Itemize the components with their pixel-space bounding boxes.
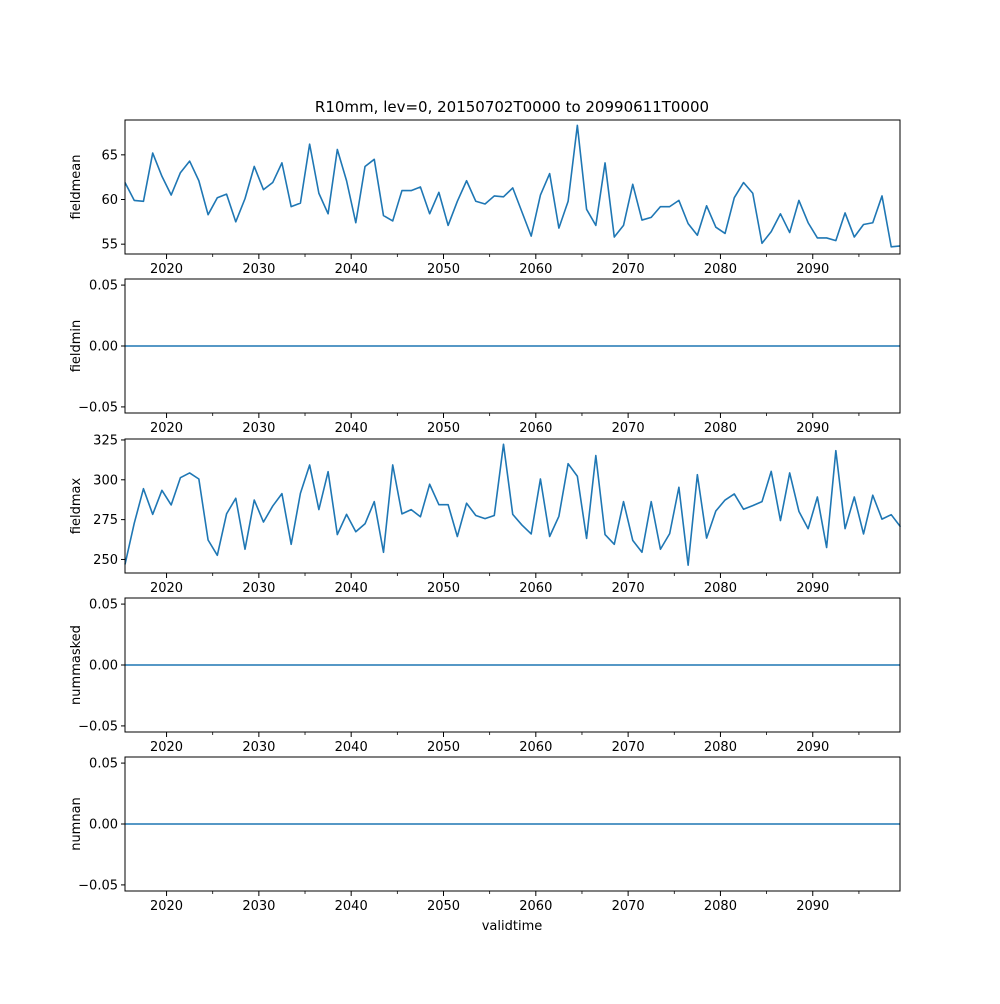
fieldmean-series-line bbox=[124, 124, 901, 248]
chart-title: R10mm, lev=0, 20150702T0000 to 20990611T… bbox=[315, 98, 709, 116]
x-tick-label: 2040 bbox=[335, 421, 368, 436]
x-tick-label: 2050 bbox=[427, 262, 460, 277]
x-tick-label: 2030 bbox=[242, 421, 275, 436]
x-tick-label: 2050 bbox=[427, 899, 460, 914]
x-tick-label: 2090 bbox=[796, 262, 829, 277]
x-tick-label: 2050 bbox=[427, 581, 460, 596]
x-tick-label: 2080 bbox=[704, 262, 737, 277]
x-tick-label: 2060 bbox=[519, 421, 552, 436]
numnan-y-tick-label: 0.05 bbox=[89, 757, 118, 772]
fieldmean-y-tick-label: 60 bbox=[101, 193, 118, 208]
fieldmax-y-tick-label: 300 bbox=[93, 473, 118, 488]
x-tick-label: 2020 bbox=[150, 581, 183, 596]
x-tick-label: 2040 bbox=[335, 581, 368, 596]
x-tick-label: 2070 bbox=[612, 262, 645, 277]
fieldmax-y-tick-label: 325 bbox=[93, 433, 118, 448]
x-tick-label: 2020 bbox=[150, 262, 183, 277]
x-tick-label: 2070 bbox=[612, 581, 645, 596]
x-tick-label: 2080 bbox=[704, 581, 737, 596]
fieldmean-y-tick-label: 65 bbox=[101, 148, 118, 163]
x-axis-label: validtime bbox=[482, 919, 543, 934]
x-tick-label: 2070 bbox=[612, 740, 645, 755]
fieldmax-y-axis-label: fieldmax bbox=[69, 478, 84, 535]
x-tick-label: 2050 bbox=[427, 421, 460, 436]
x-tick-label: 2070 bbox=[612, 421, 645, 436]
x-tick-label: 2040 bbox=[335, 899, 368, 914]
x-tick-label: 2040 bbox=[335, 740, 368, 755]
x-tick-label: 2080 bbox=[704, 421, 737, 436]
fieldmax-y-tick-label: 250 bbox=[93, 553, 118, 568]
x-tick-label: 2040 bbox=[335, 262, 368, 277]
x-tick-label: 2080 bbox=[704, 740, 737, 755]
nummasked-y-tick-label: 0.00 bbox=[89, 659, 118, 674]
x-tick-label: 2030 bbox=[242, 740, 275, 755]
fieldmean-y-axis-label: fieldmean bbox=[69, 155, 84, 220]
nummasked-y-tick-label: 0.05 bbox=[89, 598, 118, 613]
x-tick-label: 2090 bbox=[796, 581, 829, 596]
fieldmin-y-tick-label: 0.00 bbox=[89, 340, 118, 355]
x-tick-label: 2030 bbox=[242, 581, 275, 596]
x-tick-label: 2030 bbox=[242, 262, 275, 277]
x-tick-label: 2020 bbox=[150, 899, 183, 914]
fieldmin-y-tick-label: 0.05 bbox=[89, 279, 118, 294]
x-tick-label: 2060 bbox=[519, 899, 552, 914]
fieldmax-series-line bbox=[124, 443, 902, 566]
x-tick-label: 2060 bbox=[519, 740, 552, 755]
x-tick-label: 2070 bbox=[612, 899, 645, 914]
x-tick-label: 2020 bbox=[150, 421, 183, 436]
nummasked-y-tick-label: −0.05 bbox=[78, 719, 118, 734]
fieldmax-y-tick-label: 275 bbox=[93, 513, 118, 528]
fieldmean-axes-frame bbox=[124, 119, 901, 255]
x-tick-label: 2090 bbox=[796, 740, 829, 755]
x-tick-label: 2020 bbox=[150, 740, 183, 755]
x-tick-label: 2090 bbox=[796, 899, 829, 914]
x-tick-label: 2030 bbox=[242, 899, 275, 914]
fieldmax-axes-frame bbox=[124, 438, 901, 574]
x-tick-label: 2060 bbox=[519, 262, 552, 277]
x-tick-label: 2090 bbox=[796, 421, 829, 436]
fieldmean-y-tick-label: 55 bbox=[101, 238, 118, 253]
x-tick-label: 2060 bbox=[519, 581, 552, 596]
x-tick-label: 2050 bbox=[427, 740, 460, 755]
numnan-y-tick-label: 0.00 bbox=[89, 818, 118, 833]
nummasked-y-axis-label: nummasked bbox=[69, 625, 84, 705]
fieldmin-y-tick-label: −0.05 bbox=[78, 400, 118, 415]
x-tick-label: 2080 bbox=[704, 899, 737, 914]
fieldmin-y-axis-label: fieldmin bbox=[69, 320, 84, 373]
numnan-y-axis-label: numnan bbox=[69, 797, 84, 851]
numnan-y-tick-label: −0.05 bbox=[78, 878, 118, 893]
